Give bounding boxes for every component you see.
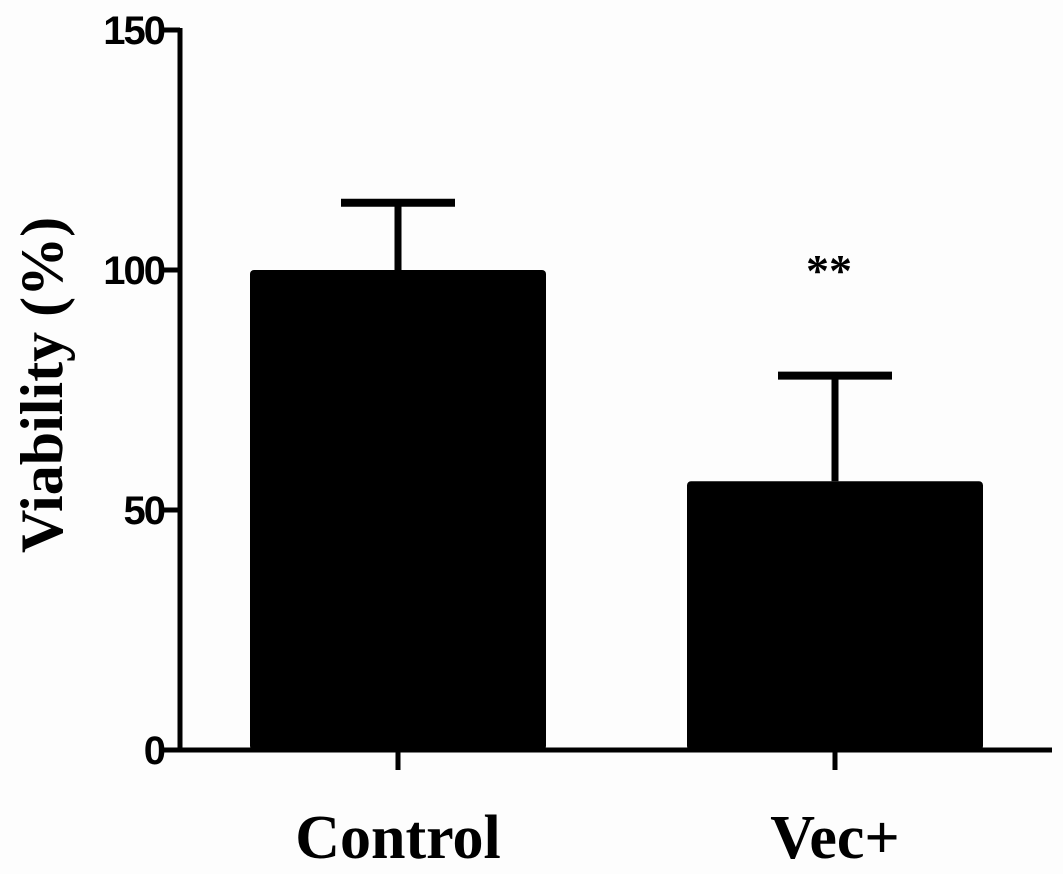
y-tick-label: 0 bbox=[144, 729, 165, 773]
x-tick-label: Vec+ bbox=[770, 804, 899, 872]
y-tick-label: 100 bbox=[103, 249, 164, 293]
bar bbox=[687, 481, 983, 750]
x-tick-label: Control bbox=[295, 804, 501, 872]
y-axis-label: Viability (%) bbox=[9, 217, 75, 553]
bar bbox=[250, 270, 546, 750]
significance-annotation: ** bbox=[806, 245, 852, 296]
y-tick-label: 50 bbox=[124, 489, 165, 533]
y-ticks: 0 50 100 150 bbox=[103, 9, 180, 773]
y-tick-label: 150 bbox=[103, 9, 164, 53]
bars: ** bbox=[250, 198, 983, 750]
x-ticks: Control Vec+ bbox=[295, 750, 900, 872]
